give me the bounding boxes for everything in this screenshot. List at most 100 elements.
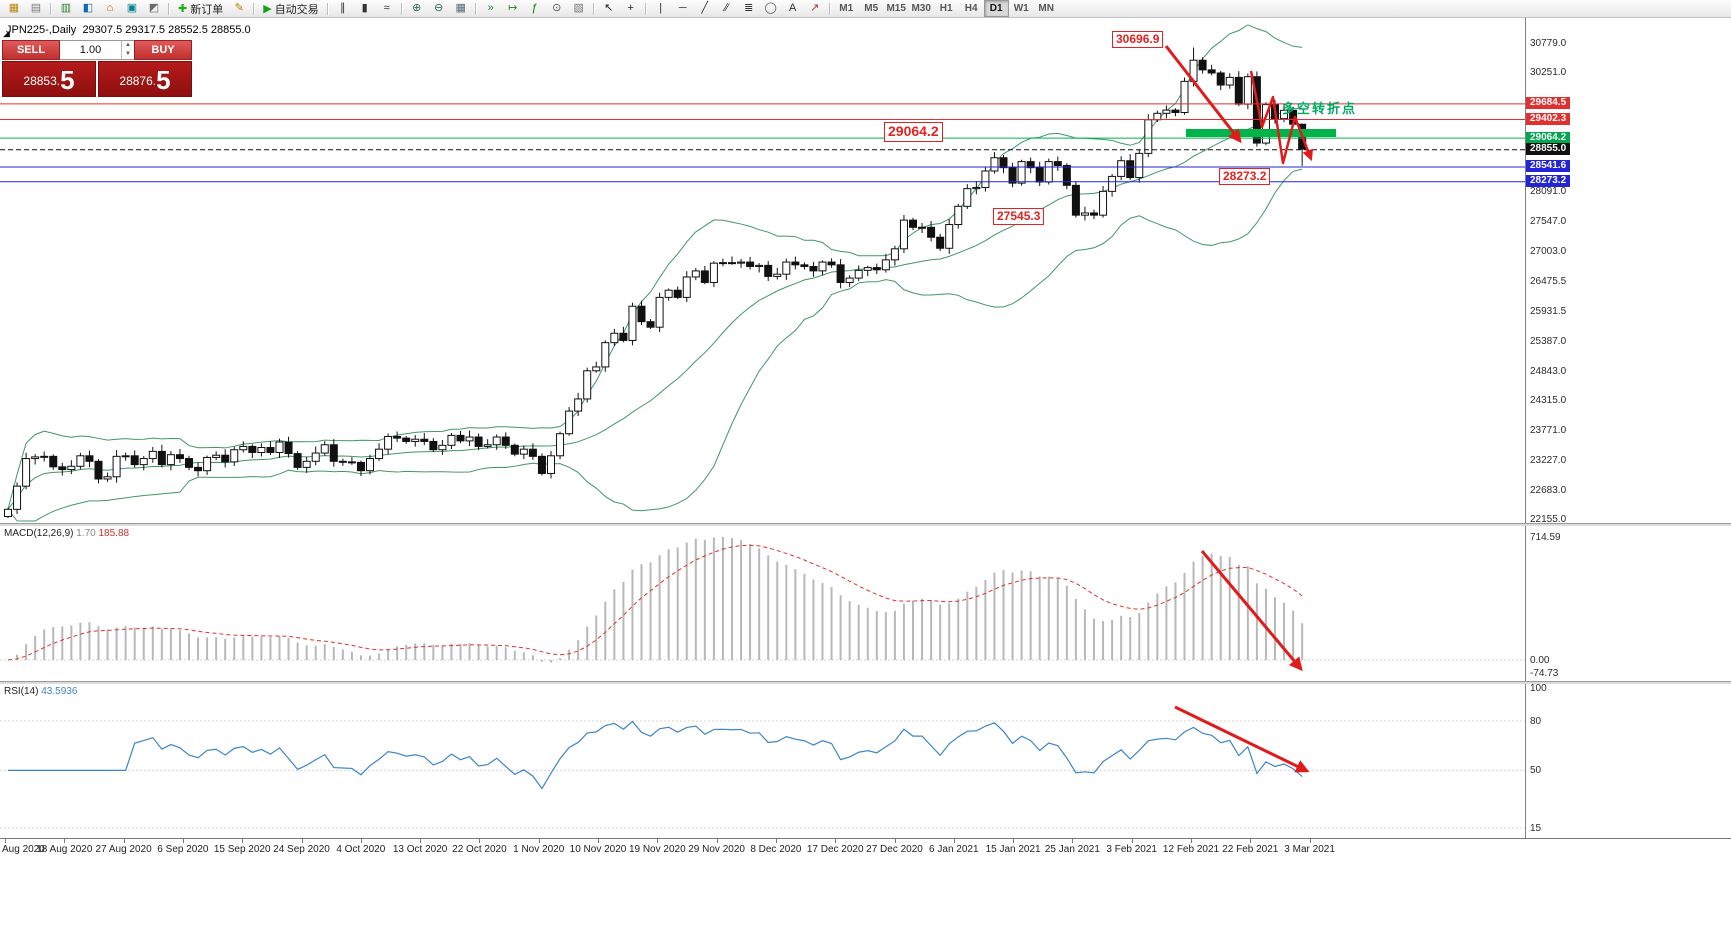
rsi-scale-label: 15	[1530, 822, 1542, 834]
price-scale-label: 24315.0	[1530, 394, 1567, 406]
price-tag: 28855.0	[1526, 143, 1571, 156]
tile-windows-icon[interactable]: ▦	[455, 2, 466, 14]
line-chart-icon[interactable]: ≈	[383, 2, 390, 14]
cursor-icon[interactable]: ↖	[604, 2, 614, 14]
price-callout[interactable]: 30696.9	[1112, 31, 1164, 48]
toolbar-separator	[400, 2, 403, 15]
price-scale-label: 26475.5	[1530, 275, 1567, 287]
auto-scroll-icon[interactable]: »	[487, 2, 494, 14]
bid-price-small: 28853.	[23, 74, 61, 88]
timeframe-mn[interactable]: MN	[1038, 3, 1054, 14]
price-callout[interactable]: 27545.3	[993, 208, 1045, 225]
volume-stepper[interactable]: 1.00 ▲ ▼	[60, 40, 134, 60]
time-axis-tick	[420, 839, 422, 843]
zoom-in-icon[interactable]: ⊕	[412, 2, 422, 14]
pane-separator-macd[interactable]	[0, 523, 1731, 526]
time-axis-tick	[538, 839, 540, 843]
price-callout[interactable]: 28273.2	[1219, 168, 1271, 185]
macd-histogram	[16, 537, 1304, 663]
candlestick-chart[interactable]	[0, 18, 1525, 523]
shapes-icon[interactable]: ◯	[764, 2, 777, 14]
macd-signal-line	[7, 544, 1303, 661]
price-scale-label: 22683.0	[1530, 484, 1567, 496]
data-window-icon[interactable]: ◧	[82, 2, 94, 14]
ask-price-big: 5	[156, 65, 171, 95]
timeframe-d1[interactable]: D1	[983, 0, 1009, 17]
new-order-icon: ✚	[178, 3, 188, 15]
price-callout[interactable]: 29064.2	[884, 122, 943, 142]
timeframe-m30[interactable]: M30	[911, 3, 931, 14]
profiles-icon[interactable]: ▤	[30, 2, 42, 14]
spin-up-icon[interactable]: ▲	[125, 42, 131, 48]
terminal-icon[interactable]: ▣	[126, 2, 138, 14]
market-watch-icon[interactable]: ▥	[60, 2, 72, 14]
bid-price-box[interactable]: 28853. 5	[2, 61, 96, 97]
toolbar: ▦ ▤ ▥ ◧ ⌂ ▣ ◩ ✚ 新订单 ✎ ▶ 自动交易 ∥ ▮ ≈ ⊕ ⊖ ▦ » ↦ ƒ ⊙ ▧ ↖ + | ─ ╱ ∕∕ ≣ ◯ A ↗ M…	[0, 0, 1731, 18]
symbol-name: JPN225-,Daily	[6, 24, 77, 36]
autotrading-button[interactable]: ▶ 自动交易	[258, 1, 323, 16]
price-tag: 29064.2	[1526, 131, 1571, 144]
time-axis-label: 12 Feb 2021	[1162, 844, 1220, 855]
timeframe-m1[interactable]: M1	[839, 3, 854, 14]
chart-shift-icon[interactable]: ↦	[508, 2, 518, 14]
buy-button[interactable]: BUY	[134, 40, 192, 60]
timeframe-h4[interactable]: H4	[964, 3, 978, 14]
toolbar-separator	[644, 2, 647, 15]
channel-icon[interactable]: ∕∕	[724, 2, 729, 14]
zoom-out-icon[interactable]: ⊖	[434, 2, 444, 14]
macd-signal-value: 185.88	[98, 528, 130, 539]
time-axis-label: 19 Nov 2020	[628, 844, 686, 855]
navigator-icon[interactable]: ⌂	[106, 2, 114, 14]
bar-chart-icon[interactable]: ∥	[339, 2, 346, 14]
macd-pane[interactable]	[0, 525, 1525, 681]
periods-icon[interactable]: ⊙	[552, 2, 562, 14]
ask-price-box[interactable]: 28876. 5	[98, 61, 192, 97]
trendline-icon[interactable]: ╱	[701, 2, 708, 14]
new-order-button[interactable]: ✚ 新订单	[173, 1, 228, 16]
timeframe-m5[interactable]: M5	[864, 3, 879, 14]
sell-button[interactable]: SELL	[2, 40, 60, 60]
price-scale[interactable]: 30779.0 30251.0 28091.0 27547.0 27003.0 26475…	[1525, 18, 1731, 858]
text-icon[interactable]: A	[789, 2, 797, 14]
time-axis-tick	[657, 839, 659, 843]
time-axis[interactable]: Aug 2020 18 Aug 2020 27 Aug 2020 6 Sep 2020…	[0, 838, 1731, 859]
time-axis-label: 29 Nov 2020	[688, 844, 745, 855]
time-axis-label: 22 Oct 2020	[452, 844, 507, 855]
fibonacci-icon[interactable]: ≣	[744, 2, 754, 14]
volume-spinners[interactable]: ▲ ▼	[121, 41, 134, 59]
volume-value[interactable]: 1.00	[79, 44, 102, 56]
candlestick-icon[interactable]: ▮	[361, 2, 368, 14]
time-axis-label: 27 Dec 2020	[866, 844, 923, 855]
time-axis-label: 24 Sep 2020	[273, 844, 330, 855]
timeframe-w1[interactable]: W1	[1013, 3, 1029, 14]
indicators-icon[interactable]: ƒ	[531, 2, 538, 14]
new-chart-icon[interactable]: ▦	[8, 2, 20, 14]
price-scale-label: 24843.0	[1530, 365, 1567, 377]
time-axis-label: 4 Oct 2020	[336, 844, 386, 855]
macd-scale-label: -74.73	[1530, 667, 1559, 679]
price-scale-label: 30779.0	[1530, 38, 1567, 49]
time-axis-label: 15 Jan 2021	[985, 844, 1041, 855]
time-axis-tick	[479, 839, 481, 843]
timeframe-h1[interactable]: H1	[939, 3, 953, 14]
timeframe-m15[interactable]: M15	[886, 3, 906, 14]
time-axis-tick	[242, 839, 244, 843]
one-click-collapse-icon[interactable]: ◢	[3, 28, 10, 38]
rsi-pane[interactable]	[0, 683, 1525, 838]
time-axis-tick	[1131, 839, 1133, 843]
time-axis-label: 10 Nov 2020	[569, 844, 627, 855]
vertical-line-icon[interactable]: |	[659, 2, 663, 14]
horizontal-line-icon[interactable]: ─	[678, 2, 687, 14]
metaeditor-icon[interactable]: ✎	[234, 2, 244, 14]
turning-point-note[interactable]: 多空转折点	[1282, 101, 1358, 116]
arrows-icon[interactable]: ↗	[810, 2, 820, 14]
time-axis-label: 1 Nov 2020	[513, 844, 565, 855]
templates-icon[interactable]: ▧	[573, 2, 584, 14]
price-scale-label: 23227.0	[1530, 454, 1567, 466]
crosshair-icon[interactable]: +	[627, 2, 634, 14]
pane-separator-rsi[interactable]	[0, 681, 1731, 684]
spin-down-icon[interactable]: ▼	[125, 51, 131, 57]
time-axis-label: 6 Sep 2020	[157, 844, 209, 855]
strategy-tester-icon[interactable]: ◩	[148, 2, 160, 14]
